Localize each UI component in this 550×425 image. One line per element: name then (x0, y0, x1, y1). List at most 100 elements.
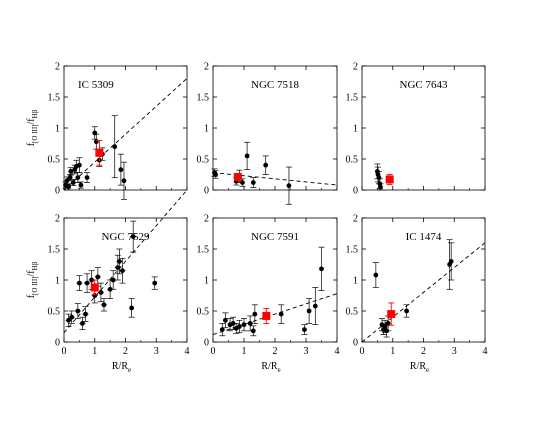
y-tick-label: 0.5 (48, 307, 61, 318)
data-point (76, 162, 82, 168)
data-point (278, 311, 284, 317)
y-tick-label: 0.5 (346, 155, 359, 166)
panel-title: IC 1474 (406, 231, 442, 243)
y-tick-label: 2 (204, 214, 209, 225)
data-point (95, 274, 101, 280)
y-label-slash: /f (26, 118, 37, 125)
data-point (75, 175, 81, 181)
y-tick-label: 1.5 (48, 93, 61, 104)
y-label-sub: [O III] (31, 276, 39, 294)
x-tick-label: 1 (92, 346, 97, 357)
data-point (129, 305, 135, 311)
data-point (247, 321, 253, 326)
x-tick-label: 2 (273, 346, 278, 357)
fit-line (63, 189, 188, 333)
panel-title: NGC 7643 (400, 79, 448, 91)
fit-line (212, 293, 338, 335)
panel-1: 0 0.5 1 1.5 2 IC 5309 f[O III]/fHβ (26, 62, 188, 197)
highlight-point (233, 172, 242, 181)
data-point (250, 180, 256, 185)
y-tick-label: 0 (204, 186, 209, 197)
data-point (66, 184, 72, 190)
x-axis-label: R/Re (112, 361, 131, 374)
data-point (219, 327, 225, 332)
y-tick-label: 0 (55, 186, 60, 197)
data-point (302, 327, 307, 332)
x-tick-label: 2 (421, 346, 426, 357)
x-axis-label-sub: e (128, 366, 131, 374)
data-point (107, 286, 113, 292)
y-tick-label: 1 (204, 276, 209, 287)
x-tick-label: 3 (452, 346, 457, 357)
data-point (223, 317, 228, 323)
data-point (83, 311, 88, 317)
x-axis-label: R/Re (261, 361, 280, 374)
panel-3: 0 0.5 1 1.5 2 NGC 7643 (346, 62, 486, 197)
y-tick-label: 2 (55, 214, 60, 225)
data-point (118, 167, 124, 173)
y-tick-label: 0 (353, 338, 358, 349)
fit-line (361, 242, 486, 343)
data-point (241, 322, 247, 328)
data-point (385, 321, 391, 326)
fit-line (63, 78, 188, 191)
data-point (68, 169, 74, 174)
x-tick-label: 0 (360, 346, 365, 357)
data-point (84, 175, 90, 181)
data-point (112, 144, 118, 150)
data-point (78, 182, 84, 188)
y-label-den-sub: Hβ (31, 261, 39, 270)
x-tick-label: 0 (211, 346, 216, 357)
highlight-point (262, 311, 271, 320)
y-tick-label: 1.5 (346, 93, 359, 104)
data-point (76, 280, 82, 286)
y-tick-label: 2 (204, 62, 209, 73)
highlight-point (95, 148, 104, 157)
data-point (373, 272, 379, 278)
data-point (80, 321, 85, 326)
panel-title: IC 5309 (78, 79, 114, 91)
x-tick-label: 2 (123, 346, 128, 357)
panel-6: 0 1 2 3 4 0 0.5 1 1.5 2 IC 1474 R/Re (346, 214, 488, 375)
x-tick-label: 4 (185, 346, 190, 357)
y-tick-label: 0 (204, 338, 209, 349)
data-point (404, 308, 409, 314)
y-tick-label: 1.5 (197, 245, 210, 256)
data-point (376, 175, 382, 181)
y-label-f: f (26, 142, 37, 146)
x-tick-label: 3 (154, 346, 159, 357)
y-tick-label: 0.5 (197, 307, 210, 318)
data-point (67, 175, 73, 181)
highlight-point (387, 310, 396, 319)
data-point (69, 314, 75, 320)
y-tick-label: 1 (353, 276, 358, 287)
y-tick-label: 0.5 (48, 155, 61, 166)
data-point (250, 328, 256, 334)
data-point (98, 290, 104, 295)
fit-line (212, 172, 338, 186)
data-point (89, 277, 95, 283)
data-point (378, 184, 383, 190)
x-tick-label: 1 (390, 346, 395, 357)
data-point (92, 293, 98, 298)
y-tick-label: 2 (55, 62, 60, 73)
x-tick-label: 4 (483, 346, 488, 357)
panel-2: 0 0.5 1 1.5 2 NGC 7518 (197, 62, 338, 205)
y-tick-label: 1 (204, 124, 209, 135)
data-point (230, 321, 236, 326)
y-tick-label: 1 (353, 124, 358, 135)
data-point (101, 302, 107, 308)
x-axis-label-sub: e (278, 366, 281, 374)
y-tick-label: 0.5 (197, 155, 210, 166)
y-tick-label: 0 (353, 186, 358, 197)
y-tick-label: 0 (55, 338, 60, 349)
data-point (252, 311, 258, 317)
y-axis-label: f[O III]/fHβ (26, 261, 39, 298)
x-tick-label: 4 (335, 346, 340, 357)
panel-5: 0 1 2 3 4 0 0.5 1 1.5 2 NGC 7591 R/Re (197, 214, 340, 375)
y-axis-label: f[O III]/fHβ (26, 109, 39, 146)
data-point (120, 268, 125, 274)
data-point (244, 153, 250, 159)
highlight-point (90, 283, 99, 292)
